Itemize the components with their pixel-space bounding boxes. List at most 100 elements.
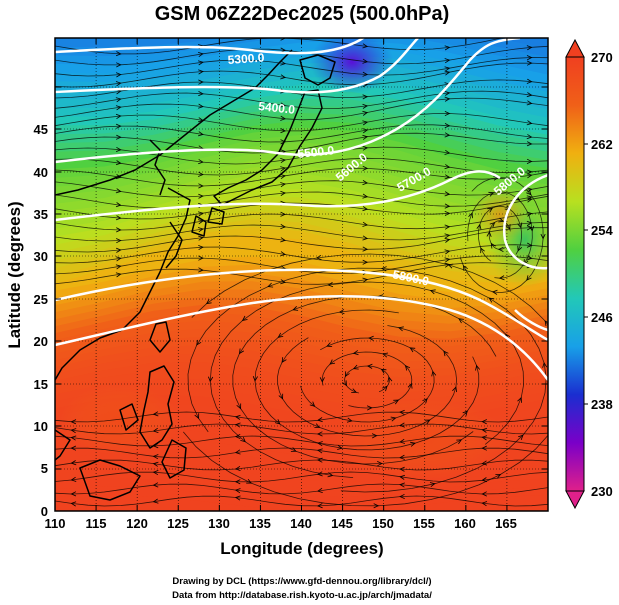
streamline-arrow: [527, 31, 532, 35]
streamline-arrow: [444, 224, 451, 230]
y-tick-label: 5: [41, 461, 48, 476]
streamline-arrow: [70, 491, 77, 497]
x-tick-label: 145: [331, 516, 353, 531]
streamline-arrow: [399, 438, 406, 444]
height-contours: [55, 38, 548, 381]
streamline-arrow: [526, 189, 532, 196]
streamline-arrow: [444, 203, 451, 209]
streamline-arrow: [398, 326, 404, 332]
streamline: [300, 337, 435, 423]
streamline-arrow: [197, 60, 204, 66]
streamline-arrow: [399, 454, 405, 460]
streamline: [55, 423, 548, 435]
streamline-arrow: [234, 495, 241, 501]
colorbar-tick-label: 246: [591, 310, 613, 325]
streamline-arrow: [444, 96, 451, 102]
streamline-arrow: [526, 187, 533, 193]
streamline-arrow: [526, 173, 533, 179]
streamline-arrow: [444, 233, 451, 239]
streamline-arrow: [281, 357, 287, 363]
x-tick-label: 150: [372, 516, 394, 531]
x-tick-label: 120: [126, 516, 148, 531]
streamline-arrow: [380, 266, 387, 272]
streamline-arrow: [486, 231, 492, 237]
streamline-arrow: [319, 377, 325, 383]
streamline-arrow: [366, 363, 373, 369]
streamline-arrow: [362, 221, 369, 227]
streamline-arrow: [429, 482, 436, 488]
streamline-arrow: [152, 427, 159, 433]
contour-label: 5400.0: [258, 99, 296, 117]
streamline-arrow: [234, 488, 241, 494]
streamline-arrow: [542, 362, 548, 368]
x-tick-label: 155: [413, 516, 435, 531]
streamline-arrow: [444, 149, 451, 155]
streamline-arrow: [526, 92, 533, 98]
y-tick-label: 20: [34, 334, 48, 349]
x-tick-label: 130: [208, 516, 230, 531]
streamline-arrow: [362, 235, 369, 241]
streamline: [277, 325, 458, 437]
streamline-arrow: [115, 256, 122, 262]
streamline-arrow: [327, 472, 334, 478]
streamline-arrow: [526, 197, 533, 203]
streamline-arrow: [198, 193, 204, 199]
streamline-arrow: [70, 460, 77, 466]
streamline-arrow: [198, 91, 204, 97]
streamline-arrow: [274, 419, 281, 425]
streamline-arrow: [115, 160, 122, 166]
streamline-arrow: [380, 368, 387, 374]
streamline-arrow: [518, 434, 524, 441]
streamline-arrow: [196, 339, 202, 346]
streamline-arrow: [280, 60, 287, 66]
streamline-arrow: [410, 441, 416, 447]
streamline-arrow: [407, 382, 413, 389]
streamline-arrow: [481, 435, 488, 441]
streamline-arrow: [517, 222, 523, 229]
streamline-arrow: [290, 447, 297, 452]
streamline-arrow: [456, 439, 463, 445]
contour-label: 5300.0: [227, 50, 265, 67]
streamline-arrow: [344, 371, 350, 378]
x-tick-label: 160: [454, 516, 476, 531]
streamline-arrow: [362, 206, 369, 212]
streamline-arrow: [447, 263, 454, 269]
streamline-arrow: [115, 264, 122, 270]
colorbar-ramp: [565, 56, 585, 492]
streamline-arrow: [70, 501, 77, 507]
streamline-arrow: [526, 55, 533, 61]
streamline-arrow: [362, 259, 369, 265]
streamline-arrow: [115, 123, 122, 129]
streamline-arrow: [517, 245, 523, 252]
streamline-arrow: [116, 62, 122, 68]
streamline-arrow: [526, 220, 533, 226]
y-tick-labels: 0 5 10 15 20 25 30 35 40 45: [34, 122, 48, 519]
streamline-arrow: [337, 444, 343, 450]
streamline-arrow: [481, 501, 488, 507]
streamline-arrow: [481, 427, 488, 433]
streamline-arrow: [526, 120, 533, 126]
streamline-arrow: [526, 141, 533, 147]
streamline-arrow: [309, 401, 316, 407]
streamline-arrow: [70, 428, 77, 434]
streamline-arrow: [316, 471, 323, 477]
streamline-arrow: [280, 182, 287, 188]
credit-line-2: Data from http://database.rish.kyoto-u.a…: [172, 590, 432, 601]
streamline: [55, 113, 548, 132]
streamline-arrow: [481, 419, 487, 425]
streamline-arrow: [280, 174, 287, 180]
streamline-arrow: [342, 380, 347, 387]
streamline-arrow: [197, 211, 204, 217]
streamline-arrow: [444, 90, 451, 96]
streamline-arrow: [70, 476, 77, 482]
streamline-arrow: [487, 207, 494, 213]
streamline-arrow: [490, 242, 496, 249]
streamline-arrow: [240, 436, 246, 443]
streamline-arrow: [205, 299, 212, 305]
streamline-arrow: [239, 348, 245, 355]
streamline-arrow: [316, 431, 323, 437]
streamline-arrow: [246, 478, 253, 484]
streamline-arrow: [198, 69, 204, 75]
x-tick-label: 135: [249, 516, 271, 531]
